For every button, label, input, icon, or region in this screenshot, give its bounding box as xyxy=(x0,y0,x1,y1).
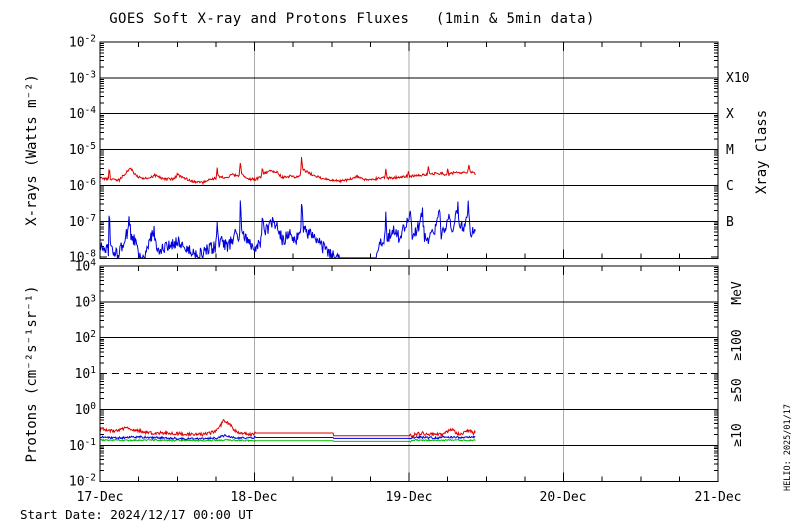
series-protons-ge100MeV xyxy=(100,438,476,443)
y-tick-label: 10-5 xyxy=(69,141,96,158)
y-tick-label: 10-4 xyxy=(69,105,96,122)
y-tick-label: 104 xyxy=(75,258,97,275)
series-xray-short-wave xyxy=(100,200,476,259)
series-xray-long-wave xyxy=(100,156,476,186)
x-ticks xyxy=(138,42,680,259)
x-tick-label-20dec: 20-Dec xyxy=(540,490,587,505)
y-tick-label: 10-6 xyxy=(69,177,96,194)
xray-class-label-m: M xyxy=(726,143,734,158)
proton-energy-label-ge100: ≥100 xyxy=(730,329,745,360)
y-tick-label: 102 xyxy=(75,329,96,346)
panel-frame xyxy=(99,41,719,260)
x-tick-label-17dec: 17-Dec xyxy=(77,490,124,505)
xray-class-label-b: B xyxy=(726,215,734,230)
xray-class-label-c: C xyxy=(726,179,734,194)
x-tick-label-18dec: 18-Dec xyxy=(231,490,278,505)
panel-frame xyxy=(99,265,719,483)
series-protons-ge50MeV xyxy=(100,433,476,441)
panel-xray: 10-210-310-410-510-610-710-8 xyxy=(69,34,719,266)
start-date-label: Start Date: 2024/12/17 00:00 UT xyxy=(20,507,254,522)
credit-stamp: HELIO: 2025/01/17 xyxy=(783,404,793,491)
y-tick-label: 101 xyxy=(75,365,97,382)
y-tick-label: 100 xyxy=(75,401,97,418)
xray-class-label-x10: X10 xyxy=(726,71,749,86)
y-ticks xyxy=(100,43,718,258)
y-ticks xyxy=(100,267,718,471)
x-tick-label-19dec: 19-Dec xyxy=(386,490,433,505)
xray-y-axis-label: X-rays (Watts m⁻²) xyxy=(24,74,40,226)
y-tick-label: 10-2 xyxy=(69,34,96,51)
y-tick-label: 10-7 xyxy=(69,213,96,230)
y-tick-label: 103 xyxy=(75,293,96,310)
proton-energy-label-ge10: ≥10 xyxy=(730,423,745,446)
x-tick-label-21dec: 21-Dec xyxy=(695,490,742,505)
y-tick-label: 10-2 xyxy=(69,473,96,490)
x-ticks xyxy=(138,266,680,482)
proton-energy-label-ge50: ≥50 xyxy=(730,378,745,401)
xray-class-label-x: X xyxy=(726,107,734,122)
y-tick-label: 10-3 xyxy=(69,69,96,86)
chart-title: GOES Soft X-ray and Protons Fluxes (1min… xyxy=(109,11,595,27)
y-tick-label: 10-1 xyxy=(69,437,96,454)
proton-energy-axis-title: MeV xyxy=(730,281,745,305)
panel-protons: 104 103 102 101 100 10-1 10-2 xyxy=(69,258,719,490)
series-protons-ge10MeV xyxy=(100,418,476,438)
plot-area: 10-210-310-410-510-610-710-8104103102101… xyxy=(69,34,719,490)
proton-y-axis-label: Protons (cm⁻²s⁻¹sr⁻¹) xyxy=(24,285,40,462)
xray-class-axis-title: Xray Class xyxy=(754,110,770,194)
